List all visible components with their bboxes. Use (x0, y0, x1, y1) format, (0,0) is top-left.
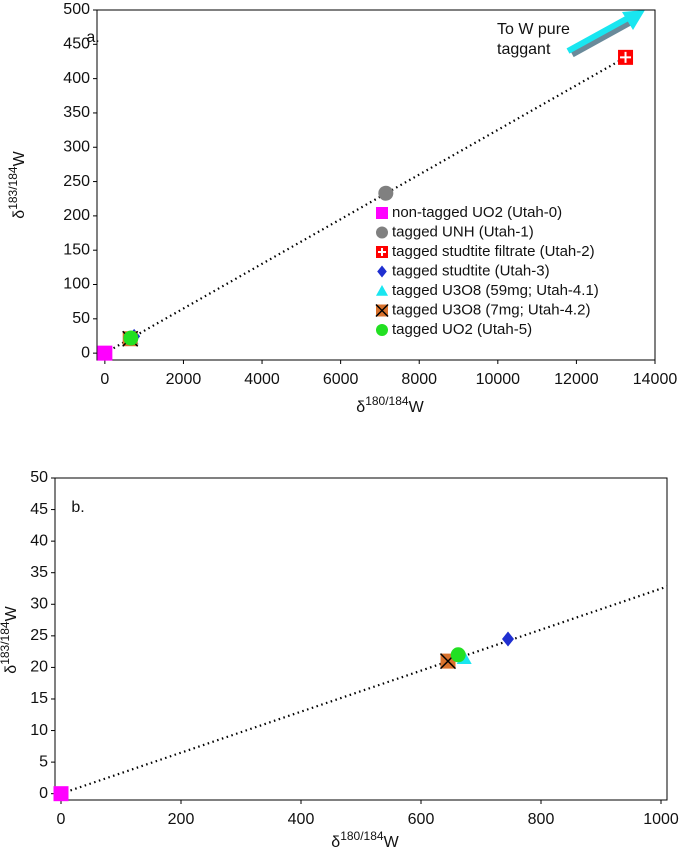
x-axis-title: δ180/184W (331, 829, 399, 851)
data-point (502, 631, 514, 647)
x-axis-title: δ180/184W (356, 394, 424, 416)
panel-label: a. (86, 29, 99, 46)
y-tick-label: 5 (39, 753, 48, 770)
data-point (450, 647, 466, 663)
y-tick-label: 250 (63, 173, 90, 190)
y-axis-title-base: δ (3, 665, 20, 674)
data-point (97, 345, 113, 361)
marker-diamond (377, 265, 387, 278)
y-tick-label: 350 (63, 104, 90, 121)
y-tick-label: 45 (30, 501, 48, 518)
y-tick-label: 0 (81, 344, 90, 361)
x-axis-title-sup: 180/184 (365, 394, 409, 408)
legend-swatch (376, 285, 388, 296)
marker-circle (376, 226, 388, 239)
data-point (618, 49, 634, 65)
legend-label: tagged U3O8 (7mg; Utah-4.2) (392, 301, 590, 318)
y-tick-label: 20 (30, 659, 48, 676)
y-tick-label: 25 (30, 627, 48, 644)
x-tick-label: 0 (57, 811, 66, 828)
data-point (123, 330, 139, 346)
y-tick-label: 450 (63, 36, 90, 53)
x-tick-label: 2000 (166, 371, 202, 388)
x-tick-label: 600 (408, 811, 435, 828)
x-tick-label: 1000 (643, 811, 679, 828)
x-tick-label: 10000 (476, 371, 521, 388)
y-tick-label: 150 (63, 241, 90, 258)
y-tick-label: 10 (30, 722, 48, 739)
y-axis-title-sup: 183/184 (0, 621, 12, 665)
panel-label: b. (71, 499, 84, 516)
y-tick-label: 100 (63, 276, 90, 293)
legend-swatch (376, 226, 388, 239)
legend-label: tagged U3O8 (59mg; Utah-4.1) (392, 282, 599, 299)
x-axis-title-sup: 180/184 (340, 829, 384, 843)
arrow-shadow (570, 18, 632, 58)
legend-swatch (376, 246, 388, 258)
marker-triangle (376, 285, 388, 296)
marker-circle (123, 330, 139, 346)
x-tick-label: 14000 (633, 371, 678, 388)
y-tick-label: 35 (30, 564, 48, 581)
x-tick-label: 4000 (244, 371, 280, 388)
x-axis-title-base: δ (356, 399, 365, 416)
x-tick-label: 6000 (323, 371, 359, 388)
y-tick-label: 200 (63, 207, 90, 224)
legend-label: non-tagged UO2 (Utah-0) (392, 204, 562, 221)
y-tick-label: 50 (72, 310, 90, 327)
legend-label: tagged UNH (Utah-1) (392, 223, 534, 240)
y-tick-label: 40 (30, 532, 48, 549)
x-tick-label: 8000 (401, 371, 437, 388)
x-tick-label: 800 (528, 811, 555, 828)
marker-diamond (502, 631, 514, 647)
annotation: taggant (497, 41, 551, 58)
trendline (60, 585, 668, 795)
arrow-head (622, 10, 645, 30)
data-point (53, 786, 69, 802)
y-axis-title-unit: W (11, 150, 28, 166)
y-tick-label: 30 (30, 595, 48, 612)
y-axis-title-base: δ (11, 210, 28, 219)
x-axis-title-unit: W (409, 399, 425, 416)
marker-circle (450, 647, 466, 663)
x-tick-label: 0 (100, 371, 109, 388)
marker-circle (378, 185, 394, 201)
legend-swatch (375, 303, 389, 318)
y-axis-title: δ183/184W (0, 605, 20, 673)
marker-x (375, 303, 389, 318)
marker-circle (376, 324, 388, 336)
legend-swatch (377, 265, 387, 278)
y-tick-label: 300 (63, 138, 90, 155)
y-tick-label: 15 (30, 690, 48, 707)
data-point (378, 185, 394, 201)
legend-label: tagged studtite filtrate (Utah-2) (392, 243, 595, 260)
arrow-shaft (566, 15, 630, 54)
marker-square (53, 786, 69, 802)
legend-label: tagged UO2 (Utah-5) (392, 321, 532, 338)
y-axis-title: δ183/184W (6, 150, 28, 218)
x-axis-title-base: δ (331, 834, 340, 851)
y-axis-title-sup: 183/184 (6, 166, 20, 210)
marker-square (376, 207, 388, 219)
y-tick-label: 400 (63, 70, 90, 87)
x-tick-label: 200 (168, 811, 195, 828)
x-tick-label: 400 (288, 811, 315, 828)
arrow (566, 10, 645, 58)
y-tick-label: 500 (63, 1, 90, 18)
x-tick-label: 12000 (554, 371, 599, 388)
x-axis-title-unit: W (384, 834, 400, 851)
legend-swatch (376, 207, 388, 219)
marker-square (97, 345, 113, 361)
y-axis-title-unit: W (3, 605, 20, 621)
legend-swatch (376, 324, 388, 336)
plot-frame (96, 9, 656, 361)
plot-frame (54, 477, 668, 801)
legend-label: tagged studtite (Utah-3) (392, 262, 550, 279)
annotation: To W pure (497, 21, 570, 38)
y-tick-label: 50 (30, 469, 48, 486)
y-tick-label: 0 (39, 785, 48, 802)
